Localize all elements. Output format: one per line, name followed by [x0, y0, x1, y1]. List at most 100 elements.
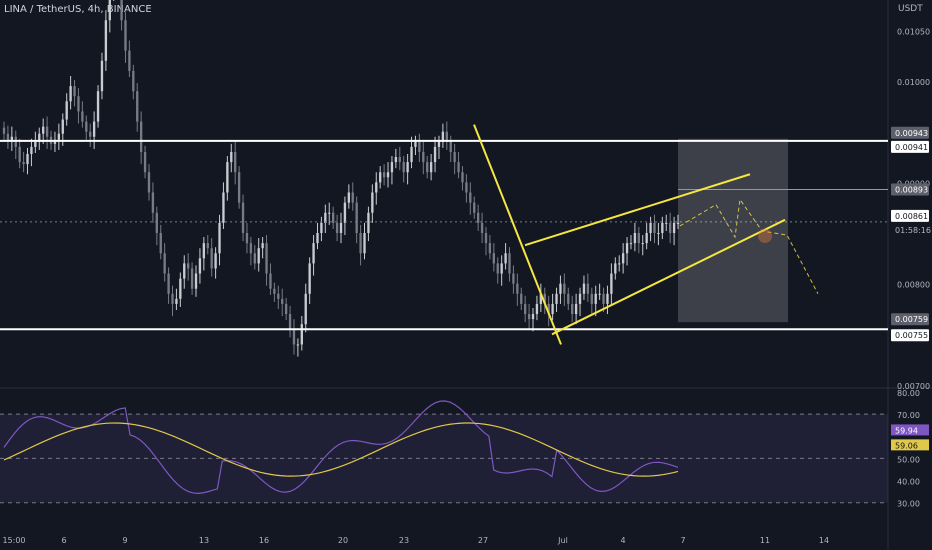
candle-body — [469, 192, 472, 203]
candle-body — [288, 314, 292, 330]
candle-body — [108, 0, 111, 21]
candle-body — [418, 141, 421, 152]
time-tick-label: 6 — [61, 536, 66, 545]
candle-body — [343, 202, 347, 223]
projection-zone — [678, 138, 788, 323]
candle-body — [241, 202, 245, 234]
time-tick-label: 4 — [620, 536, 625, 545]
rsi-tick-label: 70.00 — [897, 411, 920, 420]
time-tick-label: 20 — [338, 536, 348, 545]
price-tick-label: 0.01050 — [897, 27, 930, 36]
channel-upper-line — [524, 173, 751, 247]
candle-body — [371, 192, 374, 213]
candle-body — [26, 153, 29, 165]
candle-body — [629, 243, 633, 245]
candle-body — [194, 273, 198, 289]
price-tick-label: 0.01000 — [897, 78, 930, 87]
candle-body — [598, 293, 601, 295]
candle-body — [547, 303, 550, 315]
candle-body — [476, 212, 480, 223]
candle-body — [347, 192, 351, 203]
time-tick-label: 27 — [478, 536, 488, 545]
candle-body — [574, 303, 578, 315]
candle-body — [198, 258, 202, 274]
candle-body — [190, 268, 194, 289]
candle-body — [582, 283, 586, 294]
candle-body — [668, 222, 672, 234]
candle-body — [328, 212, 331, 214]
candle-body — [320, 222, 323, 234]
target-marker — [758, 229, 772, 244]
time-tick-label: Jul — [557, 536, 568, 545]
candle-body — [10, 136, 14, 141]
candle-body — [57, 133, 61, 140]
candle-body — [551, 303, 554, 315]
candle-body — [535, 303, 539, 315]
price-label-box — [891, 140, 929, 153]
price-label: 0.00759 — [895, 315, 928, 324]
candle-body — [147, 172, 151, 193]
candle-body — [179, 278, 182, 299]
candle-body — [602, 293, 605, 304]
candle-body — [661, 222, 664, 234]
rsi-ma-label: 59.06 — [895, 441, 918, 450]
candle-body — [284, 303, 288, 315]
candle-body — [92, 121, 96, 137]
price-tick-label: 0.00700 — [897, 382, 930, 391]
rsi-tick-label: 40.00 — [897, 478, 920, 487]
candle-body — [375, 182, 378, 193]
candle-body — [171, 293, 174, 304]
rsi-ma-box — [891, 439, 929, 451]
candle-body — [85, 121, 88, 132]
candle-body — [665, 222, 668, 224]
candle-body — [206, 243, 209, 249]
candle-body — [531, 314, 535, 320]
candle-body — [42, 126, 45, 134]
price-label-box — [891, 183, 929, 196]
downtrend-line — [473, 124, 562, 345]
price-label: 0.00893 — [895, 185, 928, 194]
price-label-box — [891, 209, 929, 222]
price-label: 0.00943 — [895, 129, 928, 138]
candle-body — [394, 157, 398, 163]
rsi-value-label: 59.94 — [895, 426, 918, 435]
candle-body — [163, 253, 166, 274]
candle-body — [398, 157, 401, 163]
candle-body — [508, 253, 511, 274]
candle-body — [492, 253, 496, 264]
candle-body — [453, 151, 456, 163]
candle-body — [269, 273, 272, 289]
candle-body — [355, 202, 358, 234]
candle-body — [159, 233, 162, 254]
candle-body — [226, 162, 229, 193]
candle-body — [516, 283, 519, 294]
candle-body — [445, 131, 448, 142]
time-tick-label: 14 — [819, 536, 829, 545]
candle-body — [230, 151, 233, 163]
candle-body — [563, 283, 566, 294]
rsi-ma-line — [3, 422, 679, 477]
candle-body — [273, 288, 276, 294]
candle-body — [265, 243, 268, 274]
candle-body — [132, 70, 135, 92]
candle-body — [316, 233, 319, 244]
candle-body — [281, 298, 284, 304]
candle-body — [202, 243, 206, 259]
candle-body — [359, 233, 362, 254]
candle-body — [210, 248, 213, 269]
candle-body — [367, 212, 370, 234]
candle-body — [672, 222, 676, 234]
time-tick-label: 9 — [122, 536, 127, 545]
candle-body — [69, 86, 72, 102]
candle-body — [53, 139, 57, 144]
candle-body — [22, 162, 25, 165]
candle-body — [6, 133, 10, 141]
chart-title: LINA / TetherUS, 4h, BINANCE — [4, 4, 152, 15]
candle-body — [308, 263, 311, 294]
countdown-label: 01:58:16 — [895, 226, 931, 235]
time-tick-label: 13 — [199, 536, 209, 545]
candle-body — [61, 119, 64, 134]
channel-lower-line — [551, 218, 786, 336]
rsi-tick-label: 80.00 — [897, 389, 920, 398]
